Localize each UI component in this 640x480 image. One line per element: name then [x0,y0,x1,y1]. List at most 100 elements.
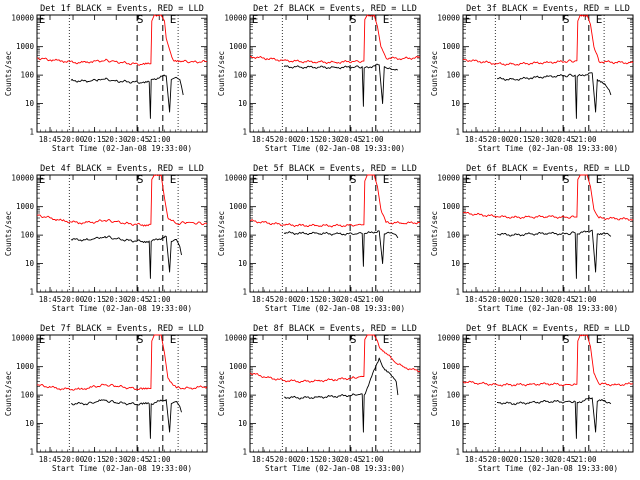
x-tick-label: 20:45 [127,135,150,144]
time-marker-label: E [252,173,259,186]
x-tick-label: 18:45 [252,455,275,464]
x-tick-label: 20:00 [275,455,298,464]
lld-series-line [249,334,421,384]
y-tick-label: 1000 [229,42,248,51]
events-series-line [283,63,399,107]
x-axis-label: Start Time (02-Jan-08 19:33:00) [265,304,405,313]
lld-series-line [37,174,208,227]
events-series-line [496,229,612,279]
y-tick-label: 10 [451,419,461,428]
x-tick-label: 20:00 [275,135,298,144]
x-tick-label: 20:45 [340,455,363,464]
events-series-line [70,399,182,439]
chart-panel: Det 6f BLACK = Events, RED = LLD 1 10 100 10… [430,164,634,313]
time-marker-label: E [39,333,46,346]
time-marker-label: E [170,333,177,346]
time-marker-label: E [465,13,472,26]
x-tick-label: 20:45 [127,295,150,304]
plot-frame [249,14,421,133]
y-tick-label: 100 [446,71,460,80]
chart-title: Det 2f BLACK = Events, RED = LLD [253,4,417,14]
events-series-line [283,357,399,433]
chart-panel: Det 4f BLACK = Events, RED = LLD 1 10 100 10… [4,164,208,313]
x-axis-label: Start Time (02-Jan-08 19:33:00) [478,464,618,473]
chart-title: Det 6f BLACK = Events, RED = LLD [466,164,630,174]
x-tick-label: 20:45 [553,455,576,464]
time-marker-label: E [252,13,259,26]
x-tick-label: 20:15 [509,455,532,464]
x-tick-label: 18:45 [39,135,62,144]
x-tick-label: 20:15 [83,455,106,464]
y-tick-label: 1000 [442,42,461,51]
plot-frame [36,174,208,293]
x-axis-label: Start Time (02-Jan-08 19:33:00) [52,144,192,153]
time-marker-label: S [137,13,144,26]
lld-series-line [462,14,634,66]
x-tick-label: 20:00 [488,295,511,304]
lld-series-line [36,334,208,391]
chart-title: Det 8f BLACK = Events, RED = LLD [253,324,417,334]
time-marker-label: E [465,333,472,346]
x-tick-label: 21:00 [361,455,384,464]
time-marker-label: E [383,333,390,346]
y-tick-label: 10000 [224,174,247,183]
events-series-line [497,72,612,119]
time-marker-label: E [383,13,390,26]
chart-title: Det 9f BLACK = Events, RED = LLD [466,324,630,334]
x-tick-label: 20:15 [83,135,106,144]
x-tick-label: 18:45 [465,295,488,304]
x-axis-label: Start Time (02-Jan-08 19:33:00) [52,464,192,473]
y-tick-label: 10 [25,99,35,108]
y-tick-label: 100 [446,391,460,400]
x-tick-label: 21:00 [574,455,597,464]
y-tick-label: 1 [242,128,247,137]
time-marker-label: E [252,333,259,346]
x-tick-label: 18:45 [39,295,62,304]
y-axis-label: Counts/sec [430,371,439,416]
x-tick-label: 21:00 [148,295,171,304]
plot-frame [249,174,421,293]
x-tick-label: 21:00 [148,455,171,464]
x-tick-label: 20:15 [296,295,319,304]
x-tick-label: 21:00 [361,295,384,304]
y-tick-label: 10000 [437,174,460,183]
x-axis-label: Start Time (02-Jan-08 19:33:00) [265,144,405,153]
x-tick-label: 18:45 [252,135,275,144]
chart-title: Det 1f BLACK = Events, RED = LLD [40,4,204,14]
x-tick-label: 18:45 [465,135,488,144]
y-axis-label: Counts/sec [430,51,439,96]
x-tick-label: 20:00 [62,135,85,144]
x-tick-label: 20:30 [531,295,554,304]
plot-frame [36,14,208,133]
y-tick-label: 1000 [229,202,248,211]
x-tick-label: 20:30 [318,135,341,144]
y-tick-label: 1 [455,448,460,457]
x-axis-label: Start Time (02-Jan-08 19:33:00) [478,304,618,313]
time-marker-label: S [137,333,144,346]
y-tick-label: 1000 [16,42,35,51]
time-marker-label: E [383,173,390,186]
y-tick-label: 10000 [437,334,460,343]
x-tick-label: 20:00 [275,295,298,304]
plot-frame [462,334,634,453]
x-tick-label: 18:45 [39,455,62,464]
time-marker-label: S [350,333,357,346]
y-tick-label: 100 [446,231,460,240]
x-tick-label: 20:45 [127,455,150,464]
x-tick-label: 20:00 [488,135,511,144]
time-marker-label: E [596,173,603,186]
y-tick-label: 10000 [437,14,460,23]
x-tick-label: 21:00 [148,135,171,144]
plot-frame [462,174,634,293]
chart-title: Det 7f BLACK = Events, RED = LLD [40,324,204,334]
y-axis-label: Counts/sec [217,211,226,256]
events-series-line [70,235,182,279]
x-tick-label: 20:15 [296,135,319,144]
x-tick-label: 20:15 [509,295,532,304]
events-series-line [497,397,612,439]
x-tick-label: 20:00 [488,455,511,464]
chart-panel: Det 9f BLACK = Events, RED = LLD 1 10 100 10… [430,324,634,473]
x-tick-label: 20:00 [62,295,85,304]
y-tick-label: 10000 [11,334,34,343]
